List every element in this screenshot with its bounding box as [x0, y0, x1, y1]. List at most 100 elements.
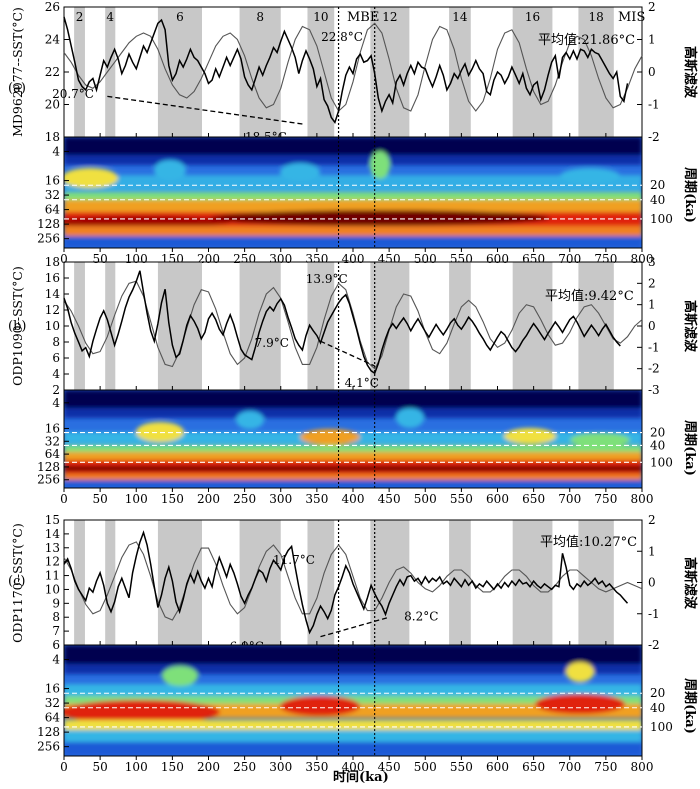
left-tick-label: 6 [52, 351, 60, 365]
left-tick-label: 10 [45, 319, 60, 333]
band-label-20: 20 [650, 686, 665, 700]
panel-b-sst-line [63, 270, 621, 375]
x-tick-label: 0 [60, 252, 68, 266]
left-tick-label: 22 [45, 65, 60, 79]
left-tick-label: 8 [52, 610, 60, 624]
band-label-40: 40 [650, 438, 665, 452]
mis-band-4 [105, 262, 116, 390]
band-label-20: 20 [650, 426, 665, 440]
panel-b-right-label: 高斯滤波 [682, 300, 698, 353]
right-tick-label: -1 [648, 340, 660, 354]
x-tick-label: 500 [414, 252, 437, 266]
wavelet-b-ylabel: 周期(ka) [682, 420, 697, 476]
x-tick-label: 750 [594, 492, 617, 506]
mis-label-18: 18 [588, 10, 603, 24]
left-tick-label: 8 [52, 335, 60, 349]
x-tick-label: 550 [450, 492, 473, 506]
period-tick-label: 128 [37, 460, 60, 474]
panel-c-mean-label: 平均值:10.27°C [540, 534, 637, 550]
x-tick-label: 100 [125, 760, 148, 774]
panel-b-ylabel: ODP1090--SST(°C) [10, 266, 25, 386]
x-tick-label: 600 [486, 252, 509, 266]
mis-band-2 [74, 262, 85, 390]
mis-label-6: 6 [176, 10, 184, 24]
x-tick-label: 450 [378, 492, 401, 506]
left-tick-label: 20 [45, 98, 60, 112]
left-tick-label: 4 [52, 367, 60, 381]
period-tick-label: 256 [37, 740, 60, 754]
panel-a-label: (a) [8, 81, 26, 96]
x-tick-label: 200 [197, 492, 220, 506]
left-tick-label: 11 [45, 569, 60, 583]
right-tick-label: -2 [648, 638, 660, 652]
left-tick-label: 24 [45, 33, 61, 47]
band-label-100: 100 [650, 720, 673, 734]
panel-c-right-label: 高斯滤波 [682, 557, 698, 610]
panel-a-gauss-line [63, 22, 643, 112]
period-tick-label: 128 [37, 725, 60, 739]
mis-band-4 [105, 7, 116, 137]
right-tick-label: 1 [648, 298, 656, 312]
panel-a-sst-line [63, 16, 629, 125]
left-tick-label: 14 [45, 527, 61, 541]
period-tick-label: 16 [45, 682, 60, 696]
panel-b-left-ticks: 2 4 6 8 10 12 14 16 18 [45, 255, 69, 397]
panel-b-x-ticks [63, 386, 643, 390]
band-label-40: 40 [650, 701, 665, 715]
x-tick-label: 100 [125, 492, 148, 506]
panel-c-right-ticks: -2 -1 0 1 2 [637, 513, 660, 652]
wavelet-c-mbe-lines [338, 645, 376, 756]
x-tick-label: 450 [378, 760, 401, 774]
right-tick-label: 2 [648, 276, 656, 290]
right-tick-label: -1 [648, 607, 660, 621]
right-tick-label: -1 [648, 98, 660, 112]
x-tick-label: 300 [269, 760, 292, 774]
mis-label-4: 4 [106, 10, 114, 24]
period-tick-label: 32 [45, 188, 60, 202]
period-tick-label: 256 [37, 473, 60, 487]
panel-b-right-ticks: -3 -2 -1 0 1 2 3 [637, 255, 660, 397]
x-tick-label: 0 [60, 760, 68, 774]
x-tick-label: 300 [269, 492, 292, 506]
panel-c-mbe-lines [337, 520, 376, 645]
x-tick-label: 350 [305, 760, 328, 774]
x-tick-label: 750 [594, 760, 617, 774]
mis-band-10 [307, 262, 335, 390]
left-tick-label: 26 [45, 0, 60, 14]
mis-band-18 [578, 262, 614, 390]
period-tick-label: 4 [52, 396, 60, 410]
left-tick-label: 16 [45, 271, 60, 285]
wavelet-a-mbe-lines [338, 137, 376, 248]
wavelet-c-blobs [64, 645, 642, 756]
left-tick-label: 18 [45, 255, 60, 269]
x-tick-label: 400 [342, 252, 365, 266]
x-tick-label: 50 [92, 760, 107, 774]
period-tick-label: 64 [45, 711, 61, 725]
mis-label-16: 16 [525, 10, 540, 24]
mis-band-18 [578, 520, 614, 645]
panel-b-annotations: 13.9°C 7.9°C 4.1°C [255, 272, 379, 390]
left-tick-label: 14 [45, 287, 61, 301]
wavelet-a-x-ticks: 0 50 100 150 200 250 300 350 400 450 500 550 600 650 7… [60, 248, 653, 266]
annotation-c-1: 11.7°C [273, 553, 315, 567]
panel-c-x-ticks [63, 641, 643, 645]
period-tick-label: 16 [45, 421, 60, 435]
x-tick-label: 150 [161, 760, 184, 774]
panel-a-stage-bands [74, 7, 614, 137]
period-tick-label: 32 [45, 696, 60, 710]
mis-band-4 [105, 520, 116, 645]
period-tick-label: 4 [52, 145, 60, 159]
mis-band-6 [157, 262, 202, 390]
annotation-c-connector [320, 616, 390, 638]
panel-a-mbe-lines [337, 7, 376, 137]
left-tick-label: 9 [52, 596, 60, 610]
wavelet-b-mbe-lines [338, 390, 376, 488]
left-tick-label: 10 [45, 582, 60, 596]
